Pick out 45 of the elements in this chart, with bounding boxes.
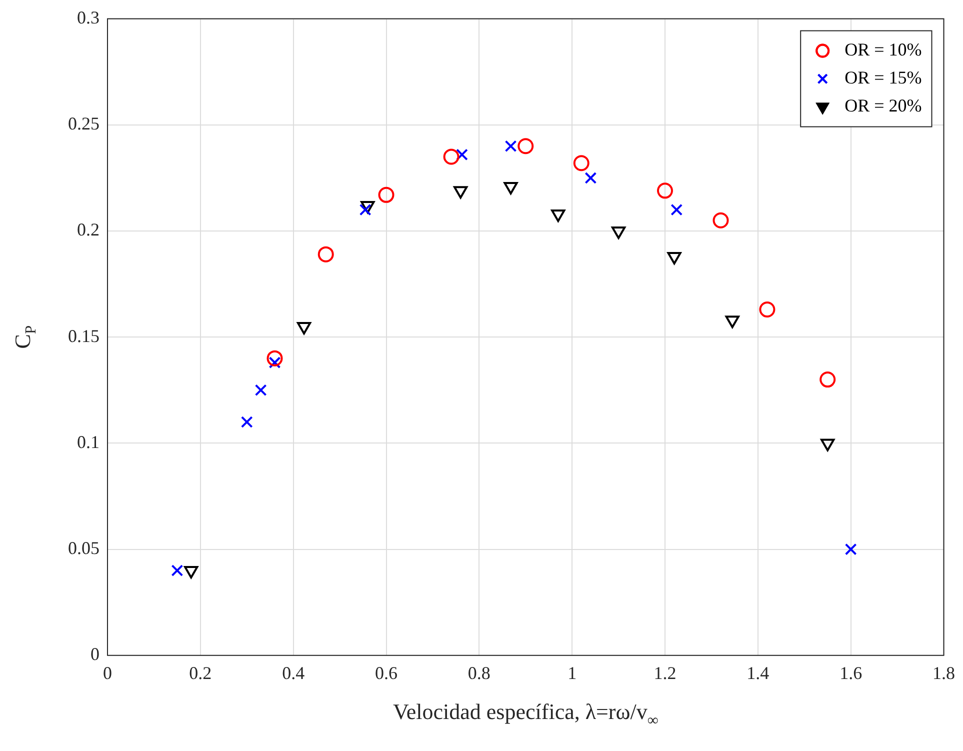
y-tick-label: 0.1 [77, 432, 100, 452]
point [254, 384, 267, 396]
x-tick-label: 1.8 [932, 662, 955, 683]
point [712, 212, 729, 228]
point [759, 302, 776, 318]
point [266, 350, 283, 366]
point [518, 138, 534, 154]
legend-label: OR = 20% [844, 96, 922, 116]
y-tick-label: 0.2 [77, 220, 100, 240]
x-tick-label: 1.4 [746, 662, 770, 683]
point [667, 252, 682, 264]
y-tick-label: 0.25 [68, 114, 100, 134]
x-tick-label: 0.8 [468, 662, 490, 683]
y-tick-label: 0.05 [68, 538, 100, 558]
x-tick-label: 0 [103, 662, 112, 683]
point [504, 140, 517, 152]
point [584, 172, 597, 184]
y-tick-label: 0.3 [77, 8, 100, 28]
point [296, 322, 312, 334]
point [504, 182, 518, 194]
x-tick-label: 0.2 [189, 662, 212, 683]
y-axis-title: CP [10, 325, 40, 349]
point [820, 372, 836, 388]
x-tick-label: 0.6 [375, 662, 398, 683]
legend-label: OR = 15% [844, 68, 922, 88]
x-tick-label: 1.2 [654, 662, 676, 683]
point [378, 186, 394, 203]
x-tick-label: 1.6 [840, 662, 862, 683]
legend-label: OR = 10% [844, 40, 922, 60]
x-tick-label: 0.4 [282, 662, 305, 683]
x-axis-title: Velocidad específica, λ=rω/v∞ [392, 699, 658, 730]
point [318, 246, 334, 262]
point [454, 186, 468, 199]
point [456, 148, 468, 161]
point [657, 182, 673, 199]
point [240, 416, 253, 428]
point [443, 148, 460, 165]
point [844, 543, 857, 556]
y-tick-label: 0 [90, 644, 100, 664]
point [171, 564, 184, 576]
point [670, 204, 683, 216]
y-tick-label: 0.15 [68, 326, 100, 346]
point [611, 226, 626, 239]
point [573, 155, 590, 172]
x-tick-label: 1 [568, 662, 577, 683]
